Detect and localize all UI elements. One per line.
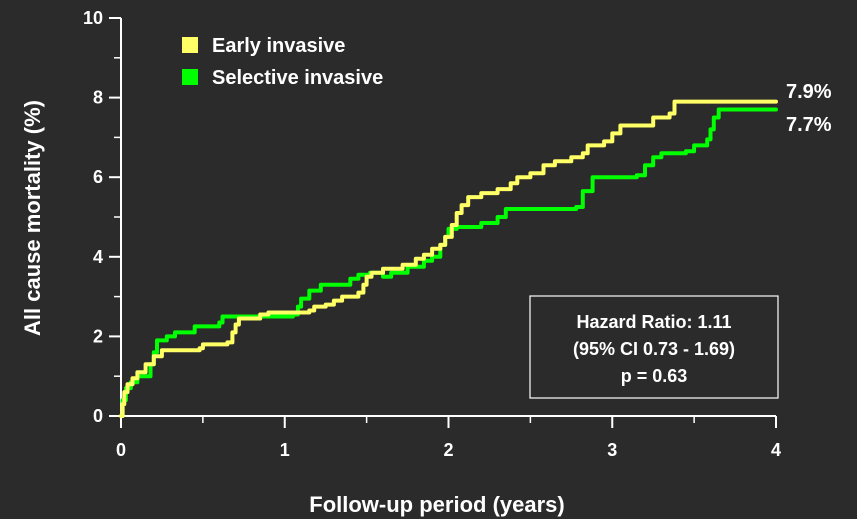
x-axis-title: Follow-up period (years) — [309, 492, 564, 517]
x-tick-label-1: 1 — [280, 440, 290, 460]
y-tick-label-4: 4 — [93, 247, 103, 267]
legend-swatch-early-invasive — [182, 37, 198, 53]
series-line-selective-invasive — [119, 107, 778, 418]
y-tick-label-2: 2 — [93, 326, 103, 346]
legend-swatch-selective-invasive — [182, 69, 198, 85]
x-tick-label-3: 3 — [607, 440, 617, 460]
series-line-early-invasive — [119, 99, 778, 418]
stats-box: Hazard Ratio: 1.11 (95% CI 0.73 - 1.69) … — [529, 295, 779, 399]
x-tick-label-0: 0 — [116, 440, 126, 460]
y-tick-label-8: 8 — [93, 88, 103, 108]
end-label-early-invasive: 7.9% — [786, 81, 832, 103]
y-tick-label-6: 6 — [93, 167, 103, 187]
x-tick-label-4: 4 — [771, 440, 781, 460]
stats-confidence-interval: (95% CI 0.73 - 1.69) — [573, 339, 735, 359]
stats-hazard-ratio: Hazard Ratio: 1.11 — [576, 312, 731, 332]
legend: Early invasive Selective invasive — [182, 35, 383, 89]
axes: 0 2 4 6 8 10 0 1 2 3 4 — [83, 8, 781, 460]
y-tick-label-0: 0 — [93, 406, 103, 426]
series-lines — [119, 99, 778, 418]
x-tick-label-2: 2 — [443, 440, 453, 460]
y-axis-title: All cause mortality (%) — [20, 100, 45, 336]
stats-box-border — [529, 295, 779, 399]
legend-label-selective-invasive: Selective invasive — [212, 67, 383, 89]
stats-p-value: p = 0.63 — [621, 366, 688, 386]
legend-label-early-invasive: Early invasive — [212, 35, 345, 57]
end-label-selective-invasive: 7.7% — [786, 114, 832, 136]
y-tick-label-10: 10 — [83, 8, 103, 28]
